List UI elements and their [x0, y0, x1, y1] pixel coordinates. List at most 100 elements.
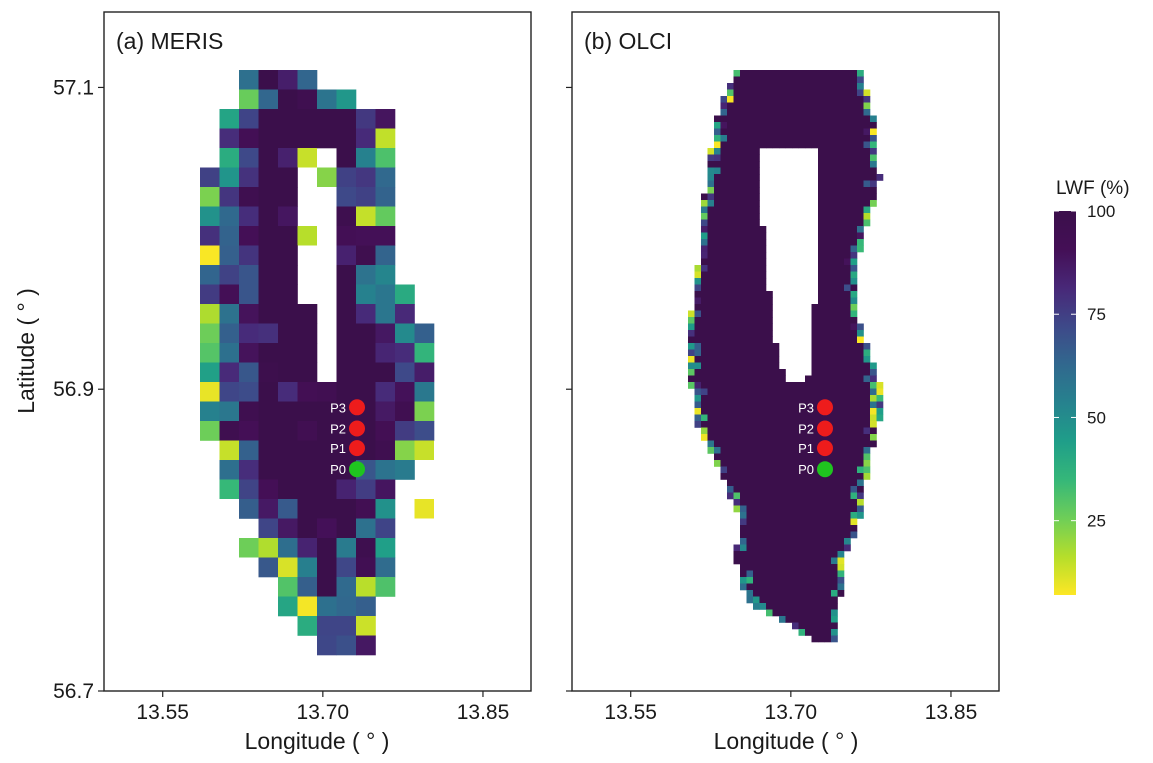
lwf-cell [798, 557, 806, 565]
lwf-cell [876, 388, 884, 396]
lwf-cell [356, 499, 376, 519]
lwf-cell [759, 349, 767, 357]
lwf-cell [824, 200, 832, 207]
lwf-cell [785, 551, 793, 558]
lwf-cell [733, 336, 741, 344]
lwf-cell [792, 102, 799, 110]
lwf-cell [837, 330, 845, 337]
lwf-cell [857, 226, 864, 233]
lwf-cell [766, 447, 773, 454]
lwf-cell [772, 473, 780, 480]
lwf-cell [733, 382, 741, 389]
lwf-cell [850, 213, 858, 220]
lwf-cell [811, 492, 819, 500]
lwf-cell [395, 401, 415, 422]
lwf-cell [837, 395, 845, 402]
lwf-cell [779, 102, 786, 110]
lwf-cell [746, 96, 754, 103]
lwf-cell [824, 76, 832, 84]
lwf-cell [297, 538, 318, 558]
lwf-cell [831, 635, 838, 643]
lwf-cell [258, 304, 279, 324]
lwf-cell [792, 427, 799, 435]
lwf-cell [870, 193, 877, 201]
lwf-cell [414, 362, 435, 383]
lwf-cell [766, 440, 773, 448]
lwf-cell [375, 460, 396, 480]
lwf-cell [720, 271, 728, 279]
lwf-cell [850, 304, 858, 311]
lwf-cell [798, 122, 806, 129]
lwf-cell [740, 252, 747, 259]
lwf-cell [258, 538, 279, 558]
lwf-cell [831, 232, 838, 240]
lwf-cell [707, 336, 715, 344]
lwf-cell [753, 544, 760, 552]
lwf-cell [785, 89, 793, 97]
lwf-cell [753, 427, 760, 435]
lwf-cell [798, 577, 806, 584]
lwf-cell [824, 180, 832, 188]
lwf-cell [766, 544, 773, 552]
lwf-cell [837, 590, 845, 597]
lwf-cell [785, 538, 793, 545]
lwf-cell [798, 583, 806, 591]
lwf-cell [798, 421, 806, 428]
lwf-cell [740, 460, 747, 467]
lwf-cell [837, 265, 845, 272]
lwf-cell [707, 362, 715, 370]
lwf-cell [824, 297, 832, 305]
lwf-cell [727, 343, 734, 350]
lwf-cell [759, 271, 767, 279]
lwf-cell [759, 395, 767, 402]
lwf-cell [837, 492, 845, 500]
lwf-cell [714, 401, 721, 409]
lwf-cell [707, 323, 715, 331]
lwf-cell [772, 453, 780, 461]
lwf-cell [714, 161, 721, 168]
lwf-cell [297, 596, 318, 617]
lwf-cell [740, 479, 747, 487]
lwf-cell [701, 349, 708, 357]
lwf-cell [837, 317, 845, 324]
lwf-cell [857, 427, 864, 435]
lwf-cell [779, 135, 786, 142]
lwf-cell [844, 505, 851, 513]
lwf-cell [844, 200, 851, 207]
lwf-cell [727, 200, 734, 207]
lwf-cell [746, 310, 754, 318]
y-tick-label: 57.1 [53, 76, 94, 99]
lwf-cell [727, 284, 734, 292]
lwf-cell [831, 154, 838, 162]
lwf-cell [818, 213, 825, 220]
lwf-cell [746, 395, 754, 402]
lwf-cell [219, 284, 240, 305]
lwf-cell [831, 245, 838, 253]
lwf-cell [844, 148, 851, 155]
lwf-cell [811, 531, 819, 539]
lwf-cell [818, 115, 825, 123]
lwf-cell [779, 141, 786, 149]
lwf-cell [863, 427, 871, 435]
lwf-cell [844, 382, 851, 389]
lwf-cell [844, 460, 851, 467]
lwf-cell [278, 304, 298, 324]
lwf-cell [714, 414, 721, 422]
lwf-cell [707, 284, 715, 292]
lwf-cell [720, 362, 728, 370]
lwf-cell [336, 596, 357, 617]
lwf-cell [733, 362, 741, 370]
lwf-cell [779, 447, 786, 454]
lwf-cell [740, 447, 747, 454]
lwf-cell [714, 239, 721, 246]
lwf-cell [837, 427, 845, 435]
lwf-cell [850, 174, 858, 181]
lwf-cell [759, 83, 767, 90]
lwf-cell [720, 375, 728, 383]
lwf-cell [701, 258, 708, 266]
lwf-cell [733, 148, 741, 155]
lwf-cell [837, 434, 845, 441]
lwf-cell [818, 382, 825, 389]
lwf-cell [317, 440, 337, 461]
lwf-cell [733, 187, 741, 194]
